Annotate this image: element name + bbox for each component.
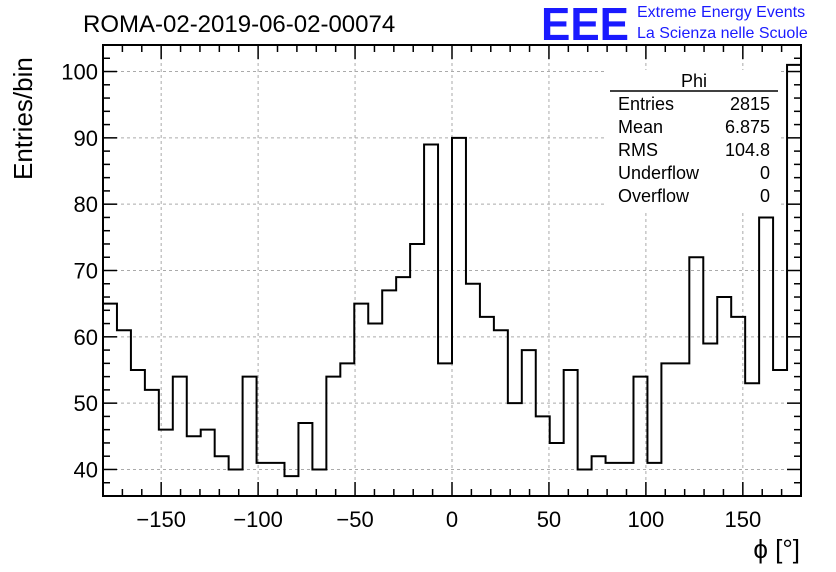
y-tick-label: 40 (74, 457, 98, 482)
histogram-bin (424, 144, 438, 496)
histogram-bin (773, 370, 787, 496)
x-tick-label: 100 (628, 507, 665, 532)
axis-ticks (102, 44, 802, 497)
histogram-bin (703, 343, 717, 496)
stats-label-underflow: Underflow (618, 163, 700, 183)
histogram-bin (633, 377, 647, 496)
x-axis-label: ϕ [°] (753, 534, 800, 564)
histogram-bin (647, 463, 661, 496)
histogram-bin (396, 277, 410, 496)
histogram-bin (410, 244, 424, 496)
stats-value-entries: 2815 (730, 94, 770, 114)
stats-value-underflow: 0 (760, 163, 770, 183)
histogram-bin (675, 363, 689, 496)
stats-value-mean: 6.875 (725, 117, 770, 137)
y-tick-label: 70 (74, 259, 98, 284)
histogram-bin (550, 443, 564, 496)
histogram-bin (564, 370, 578, 496)
histogram-bin (326, 377, 340, 496)
histogram-bin (229, 469, 243, 496)
stats-label-entries: Entries (618, 94, 674, 114)
histogram-bin (354, 304, 368, 496)
histogram-bin (689, 257, 703, 496)
stats-box: Phi Entries 2815 Mean 6.875 RMS 104.8 Un… (606, 70, 781, 212)
histogram-bin (494, 330, 508, 496)
x-tick-label: −100 (233, 507, 283, 532)
x-tick-label: 50 (537, 507, 561, 532)
histogram-bin (201, 430, 215, 496)
y-tick-label: 100 (61, 60, 98, 85)
y-tick-labels: 40 50 60 70 80 90 100 (61, 60, 98, 483)
histogram-bin (117, 330, 131, 496)
histogram-bin (717, 297, 731, 496)
histogram-bin (508, 403, 522, 496)
histogram-bin (145, 390, 159, 496)
histogram-bin (466, 284, 480, 496)
histogram-outline (103, 63, 801, 478)
histogram-bin (173, 377, 187, 496)
stats-value-rms: 104.8 (725, 140, 770, 160)
logo-line-1: Extreme Energy Events (637, 4, 805, 21)
y-tick-label: 50 (74, 391, 98, 416)
histogram-bin (382, 290, 396, 496)
x-tick-label: 150 (724, 507, 761, 532)
histogram-bin (103, 304, 117, 496)
histogram-bin (243, 377, 257, 496)
histogram-bin (522, 350, 536, 496)
run-title: ROMA-02-2019-06-02-00074 (83, 11, 395, 38)
histogram-bin (131, 370, 145, 496)
stats-label-overflow: Overflow (618, 186, 690, 206)
histogram-bin (438, 363, 452, 496)
histogram-bin (759, 217, 773, 496)
histogram-bin (368, 324, 382, 496)
histogram-bin (661, 363, 675, 496)
y-tick-label: 60 (74, 325, 98, 350)
histogram-bin (312, 469, 326, 496)
histogram-bin (745, 383, 759, 496)
histogram-bin (731, 317, 745, 496)
y-tick-label: 90 (74, 126, 98, 151)
histogram-bin (787, 65, 801, 496)
x-tick-labels: −150 −100 −50 0 50 100 150 (136, 507, 761, 532)
histogram-bin (215, 456, 229, 496)
stats-title: Phi (681, 71, 707, 91)
histogram-bin (536, 416, 550, 496)
logo-line-2: La Scienza nelle Scuole (637, 25, 808, 42)
histogram-bars (103, 63, 801, 496)
x-tick-label: −50 (336, 507, 373, 532)
histogram-bin (592, 456, 606, 496)
x-tick-label: −150 (136, 507, 186, 532)
stats-label-mean: Mean (618, 117, 663, 137)
histogram-bin (298, 423, 312, 496)
y-axis-label: Entries/bin (8, 57, 38, 180)
histogram-bin (340, 363, 354, 496)
histogram-bin (187, 436, 201, 496)
histogram-bin (578, 469, 592, 496)
y-tick-label: 80 (74, 192, 98, 217)
histogram-bin (480, 317, 494, 496)
stats-label-rms: RMS (618, 140, 658, 160)
x-tick-label: 0 (446, 507, 458, 532)
eee-logo: EEE (541, 0, 629, 50)
stats-value-overflow: 0 (760, 186, 770, 206)
stats-box-background (606, 70, 781, 212)
histogram-bin (452, 138, 466, 496)
